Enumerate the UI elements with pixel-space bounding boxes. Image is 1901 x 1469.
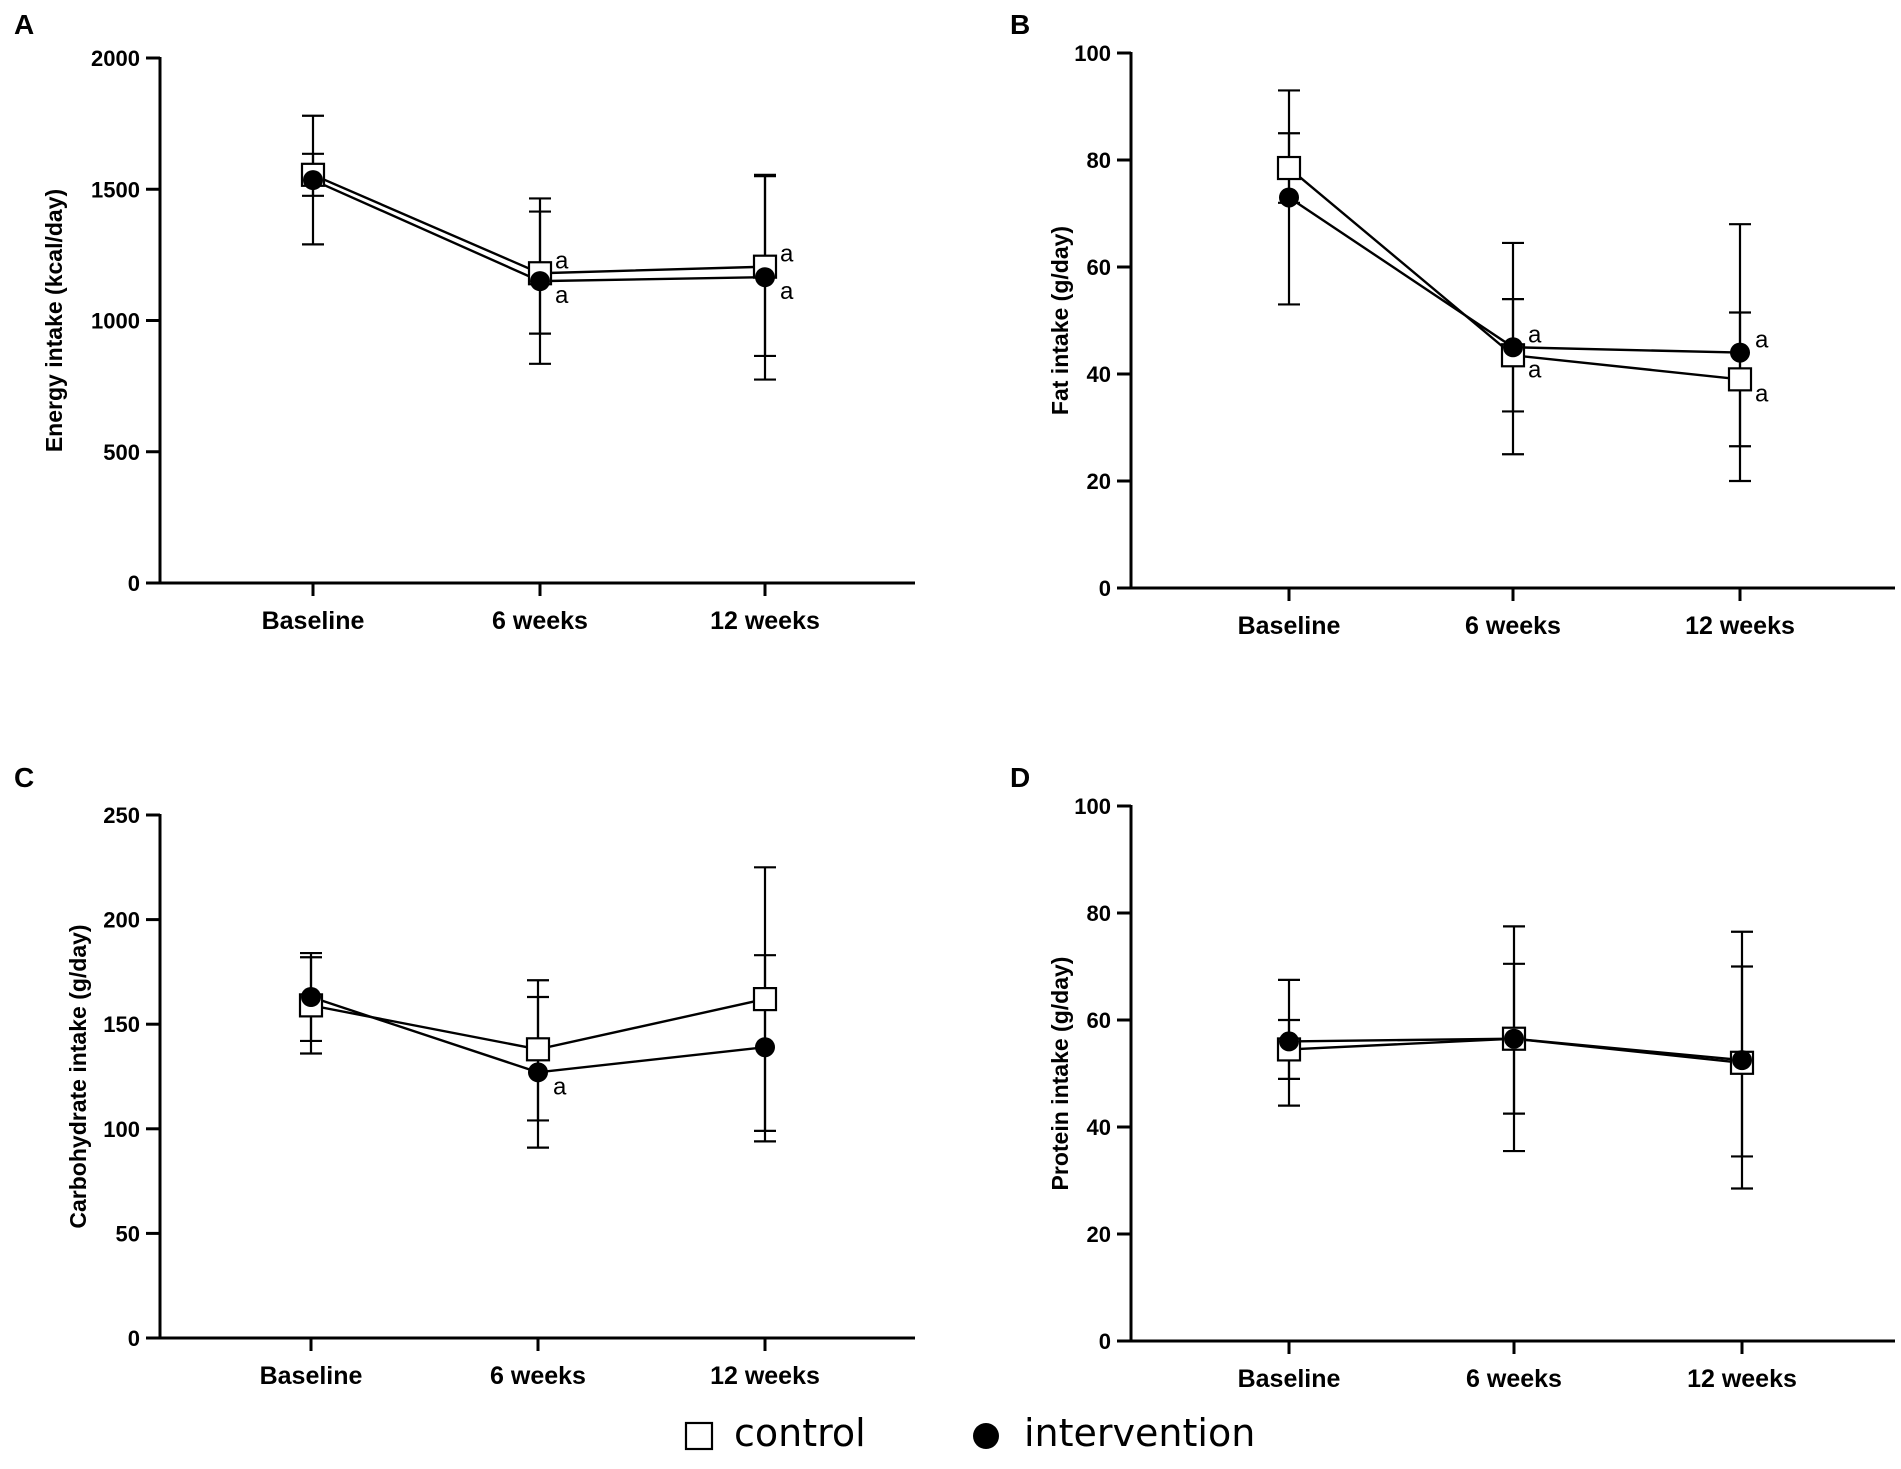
x-tick-label: 12 weeks: [1685, 612, 1795, 640]
series-line-intervention: [1288, 196, 1741, 354]
y-axis-title: Energy intake (kcal/day): [41, 189, 67, 452]
data-point-intervention: [301, 987, 321, 1008]
data-point-intervention: [1279, 1031, 1299, 1052]
y-tick-label: 0: [1099, 576, 1111, 601]
x-tick-label: 12 weeks: [1687, 1365, 1797, 1393]
x-tick-label: Baseline: [260, 1362, 363, 1390]
y-tick-label: 40: [1087, 362, 1111, 387]
y-tick-label: 200: [103, 908, 140, 933]
data-point-intervention: [755, 1037, 775, 1058]
y-axis-title: Protein intake (g/day): [1047, 957, 1073, 1191]
significance-marker: a: [555, 247, 569, 274]
y-tick-label: 100: [1074, 794, 1111, 819]
y-tick-label: 60: [1087, 1008, 1111, 1033]
legend-control-marker: [684, 1421, 714, 1451]
y-axis-title: Carbohydrate intake (g/day): [65, 924, 91, 1228]
y-tick-label: 80: [1087, 148, 1111, 173]
x-tick-label: 6 weeks: [490, 1362, 586, 1390]
significance-marker: a: [1755, 327, 1769, 354]
data-point-control: [525, 1037, 551, 1062]
x-tick-label: 12 weeks: [710, 1362, 820, 1390]
y-tick-label: 250: [103, 803, 140, 828]
y-tick-label: 60: [1087, 255, 1111, 280]
y-tick-label: 500: [103, 440, 140, 465]
x-tick-label: 6 weeks: [492, 607, 588, 635]
x-tick-label: Baseline: [262, 607, 365, 635]
legend-intervention-label: intervention: [1024, 1411, 1255, 1455]
data-point-intervention: [1730, 342, 1750, 363]
significance-marker: a: [1528, 356, 1542, 383]
panel-letter: B: [1010, 9, 1030, 40]
y-tick-label: 2000: [91, 46, 140, 71]
panel-d: D 0 20 40 60 80 100 Baseline 6 weeks 12 weeks Prot…: [1010, 762, 1895, 1393]
x-tick-label: Baseline: [1238, 612, 1341, 640]
data-point-intervention: [303, 170, 323, 191]
legend-control-label: control: [734, 1411, 866, 1455]
panel-letter: D: [1010, 762, 1030, 793]
y-tick-label: 0: [128, 571, 140, 596]
data-point-control: [752, 986, 778, 1012]
legend-intervention-marker: [973, 1423, 999, 1449]
data-point-intervention: [528, 1062, 548, 1083]
significance-marker: a: [555, 282, 569, 309]
data-point-intervention: [1504, 1028, 1524, 1049]
y-tick-label: 1500: [91, 177, 140, 202]
data-point-control: [1727, 367, 1753, 392]
panel-a: A 0 500 1000 1500 2000 Baseline 6 weeks 12 weeks…: [14, 9, 915, 635]
data-point-control: [1276, 155, 1302, 181]
y-tick-label: 100: [103, 1117, 140, 1142]
panel-b: B 0 20 40 60 80 100 Baseline 6 weeks 12 weeks Fat …: [1010, 9, 1895, 640]
y-tick-label: 150: [103, 1012, 140, 1037]
y-tick-label: 0: [1099, 1329, 1111, 1354]
y-tick-label: 0: [128, 1326, 140, 1351]
x-tick-label: 6 weeks: [1466, 1365, 1562, 1393]
panel-letter: A: [14, 9, 34, 40]
significance-marker: a: [1755, 380, 1769, 407]
significance-marker: a: [1528, 321, 1542, 348]
data-point-intervention: [1732, 1050, 1752, 1071]
data-point-intervention: [1503, 337, 1523, 358]
y-tick-label: 20: [1087, 469, 1111, 494]
y-tick-label: 100: [1074, 41, 1111, 66]
data-point-intervention: [530, 271, 550, 292]
data-point-intervention: [1279, 187, 1299, 208]
legend: control intervention: [684, 1411, 1255, 1455]
y-tick-label: 50: [116, 1221, 140, 1246]
x-tick-label: Baseline: [1238, 1365, 1341, 1393]
panel-c: C 0 50 100 150 200 250 Baseline 6 weeks 12 weeks C…: [14, 762, 915, 1390]
y-tick-label: 80: [1087, 901, 1111, 926]
significance-marker: a: [553, 1073, 567, 1100]
y-tick-label: 40: [1087, 1115, 1111, 1140]
significance-marker: a: [780, 278, 794, 305]
data-point-intervention: [755, 267, 775, 288]
y-tick-label: 1000: [91, 309, 140, 334]
significance-marker: a: [780, 241, 794, 268]
y-tick-label: 20: [1087, 1222, 1111, 1247]
x-tick-label: 12 weeks: [710, 607, 820, 635]
y-axis-title: Fat intake (g/day): [1047, 226, 1073, 415]
x-tick-label: 6 weeks: [1465, 612, 1561, 640]
panel-letter: C: [14, 762, 34, 793]
